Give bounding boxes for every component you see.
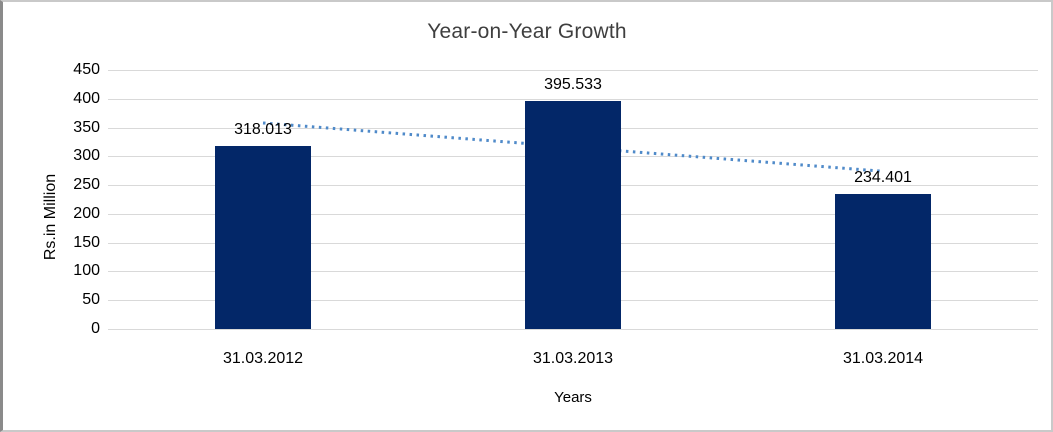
gridline-0 — [108, 329, 1038, 330]
bar-31.03.2014[interactable] — [835, 194, 931, 329]
chart-title: Year-on-Year Growth — [427, 20, 627, 43]
y-tick-label-250: 250 — [73, 176, 100, 194]
bar-31.03.2013[interactable] — [525, 101, 621, 329]
trendline-path — [262, 121, 884, 173]
y-tick-label-350: 350 — [73, 118, 100, 136]
bar-31.03.2012[interactable] — [215, 145, 311, 329]
trendline — [262, 121, 884, 173]
x-category-label-31.03.2013: 31.03.2013 — [532, 350, 614, 367]
y-tick-label-400: 400 — [73, 89, 100, 107]
y-tick-label-100: 100 — [73, 262, 100, 280]
gridline-450 — [108, 70, 1038, 71]
value-label-31.03.2013: 395.533 — [544, 76, 602, 94]
value-label-31.03.2012: 318.013 — [234, 120, 292, 138]
gridline-400 — [108, 98, 1038, 100]
y-tick-label-200: 200 — [73, 204, 100, 222]
y-tick-label-0: 0 — [91, 320, 100, 337]
y-tick-label-50: 50 — [82, 291, 100, 309]
value-label-31.03.2014: 234.401 — [854, 169, 912, 187]
x-category-label-31.03.2012: 31.03.2012 — [222, 350, 304, 367]
y-tick-label-450: 450 — [73, 61, 100, 78]
y-tick-label-300: 300 — [73, 147, 100, 165]
y-tick-label-150: 150 — [73, 233, 100, 251]
x-axis-title: Years — [554, 389, 592, 406]
x-category-label-31.03.2014: 31.03.2014 — [842, 350, 924, 367]
